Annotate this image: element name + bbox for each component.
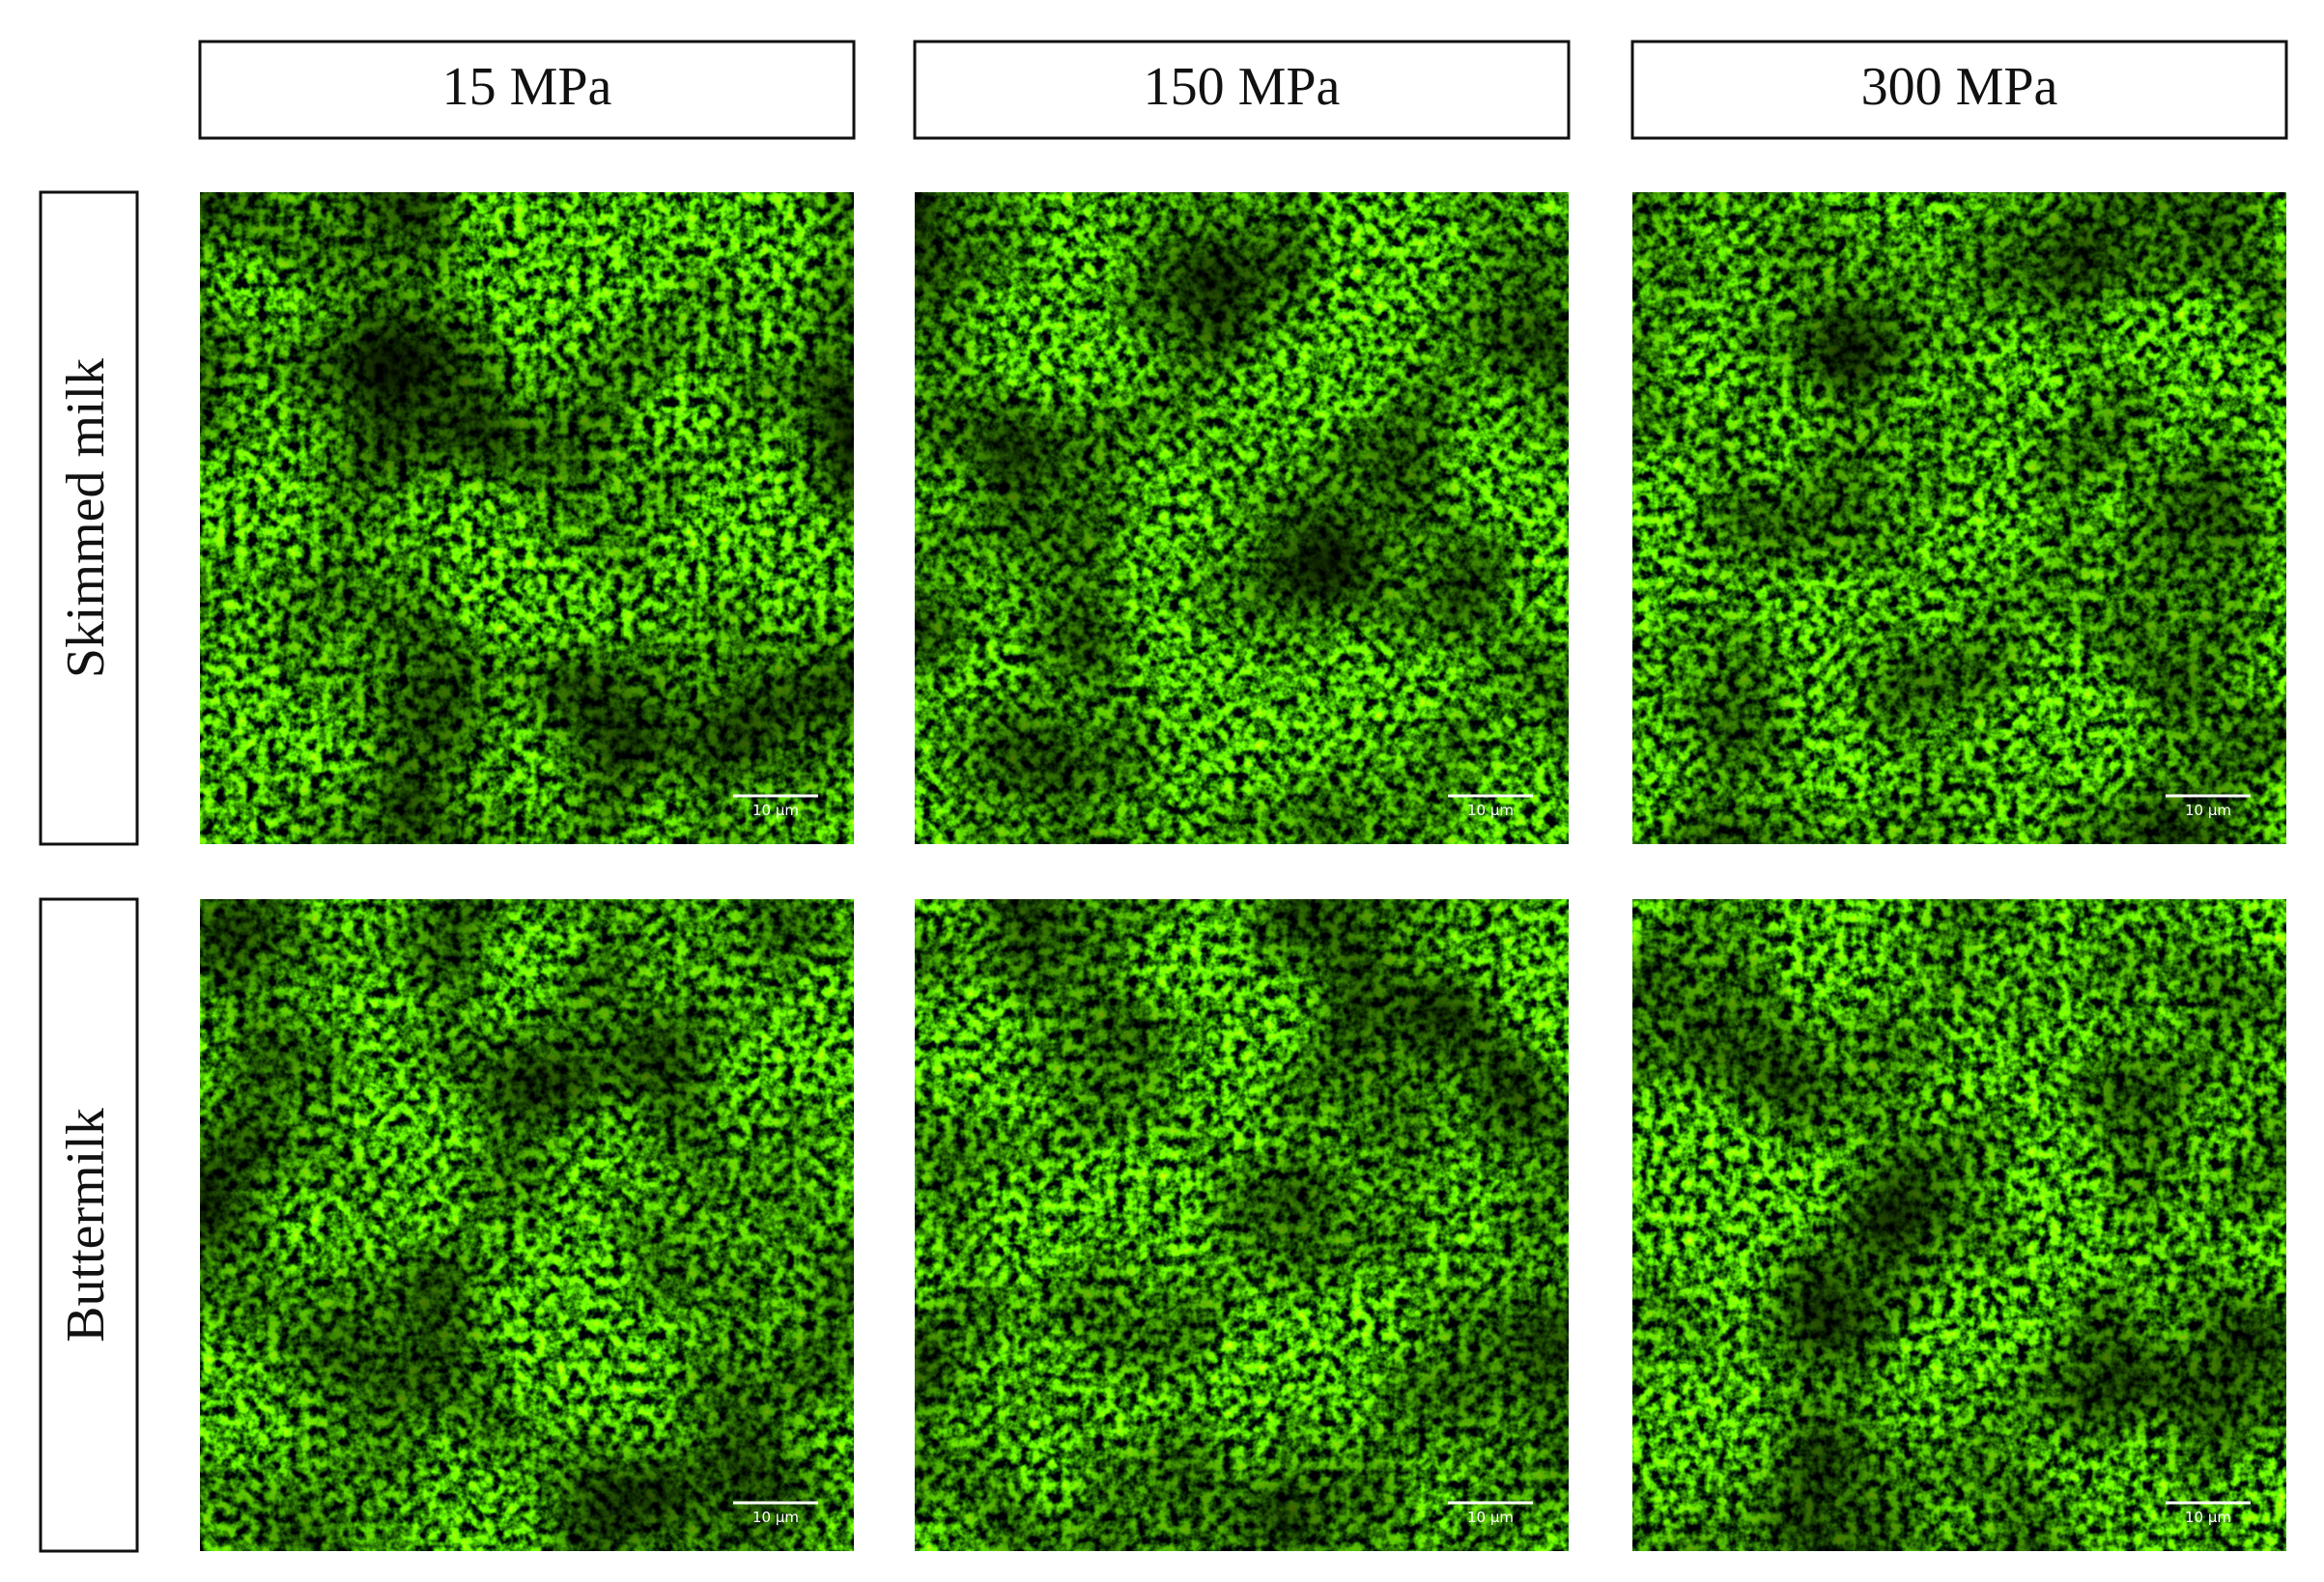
column-header: 15 MPa [442,57,612,117]
column-header: 150 MPa [1144,57,1341,117]
micrograph [1632,192,2286,844]
row-label: Skimmed milk [56,358,116,678]
column-header: 300 MPa [1861,57,2058,117]
row-label-box [39,190,139,846]
column-header-box [913,40,1571,140]
scale-bar-label: 10 μm [752,802,799,819]
micrograph [915,899,1569,1551]
scale-bar-label: 10 μm [752,1509,799,1526]
micrograph [1632,899,2286,1551]
micrograph [200,899,854,1551]
row-label-box [39,897,139,1553]
micrograph [915,192,1569,844]
column-header-box [198,40,856,140]
micrograph [200,192,854,844]
scale-bar-label: 10 μm [1467,802,1514,819]
scale-bar-label: 10 μm [2185,1509,2231,1526]
row-label: Buttermilk [56,1108,116,1342]
column-header-box [1630,40,2288,140]
scale-bar-label: 10 μm [1467,1509,1514,1526]
scale-bar-label: 10 μm [2185,802,2231,819]
